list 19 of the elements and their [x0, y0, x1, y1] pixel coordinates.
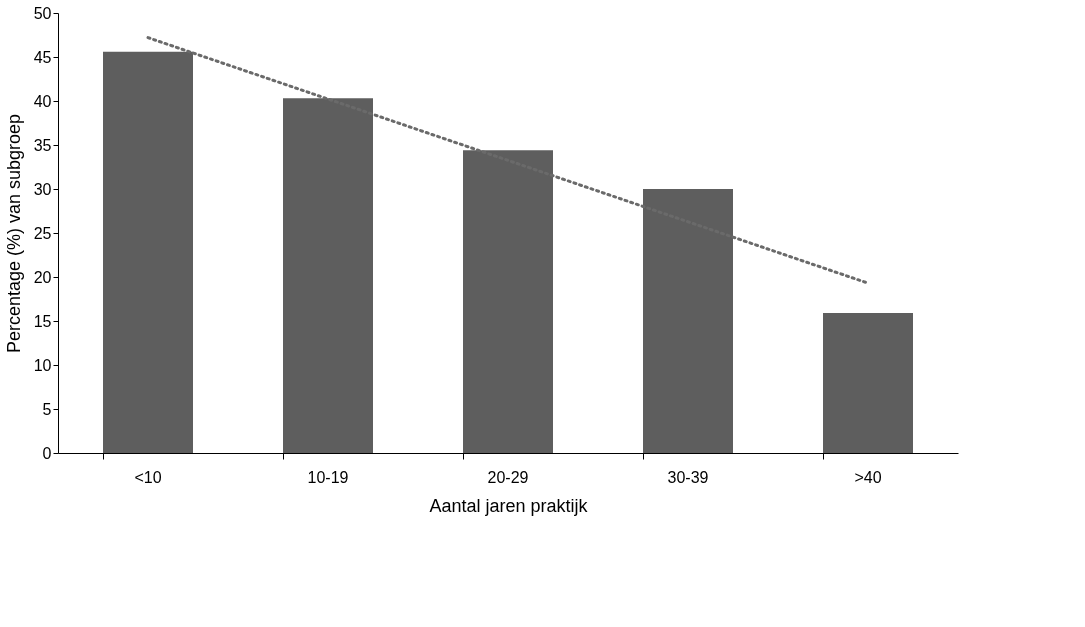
y-tick-label: 5 [42, 400, 52, 418]
x-tick-label: <10 [134, 468, 162, 486]
y-tick-label: 20 [33, 268, 52, 286]
y-tick-label: 15 [33, 312, 52, 330]
x-tick-label: 10-19 [307, 468, 349, 486]
x-axis-title: Aantal jaren praktijk [429, 495, 589, 516]
y-tick-label: 25 [33, 224, 52, 242]
y-tick-label: 10 [33, 356, 52, 374]
y-tick-label: 45 [33, 48, 52, 66]
y-tick-label: 30 [33, 180, 52, 198]
y-tick-label: 35 [33, 136, 52, 154]
y-tick-label: 0 [42, 444, 52, 462]
bar [823, 313, 913, 453]
y-tick-label: 40 [33, 92, 52, 110]
y-axis-title: Percentage (%) van subgroep [3, 113, 24, 354]
x-tick-label: >40 [854, 468, 882, 486]
x-tick-label: 30-39 [667, 468, 709, 486]
x-tick-label: 20-29 [487, 468, 529, 486]
y-tick-label: 50 [33, 4, 52, 22]
